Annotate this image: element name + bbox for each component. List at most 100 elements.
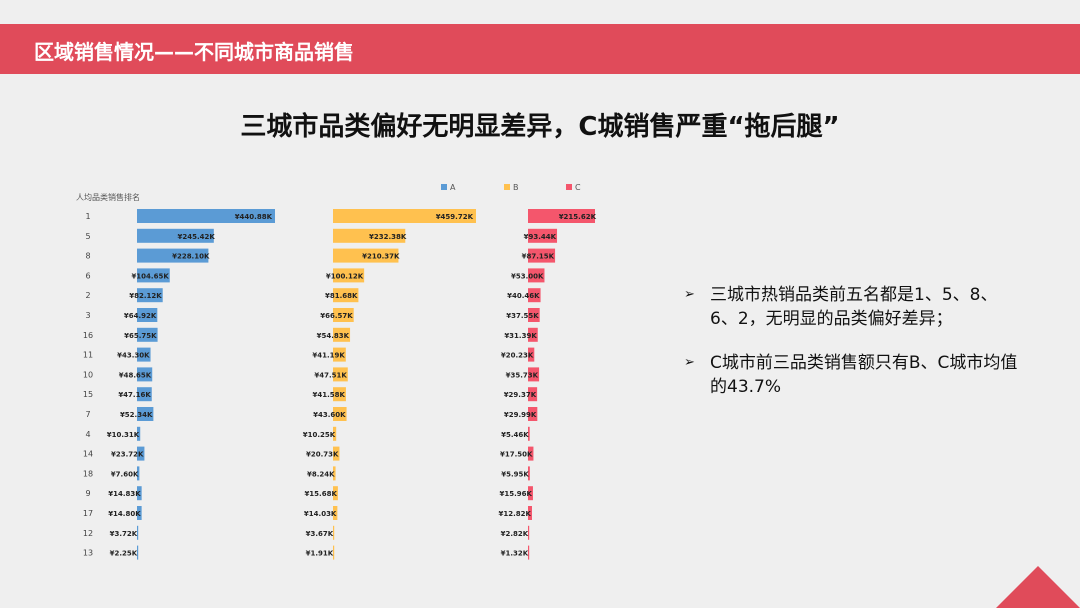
bar-B xyxy=(333,545,335,560)
data-label-B: ¥41.19K xyxy=(312,352,345,360)
header-title: 区域销售情况——不同城市商品销售 xyxy=(34,40,354,64)
data-label-B: ¥210.37K xyxy=(362,253,400,261)
bar-A xyxy=(137,268,170,283)
bar-C xyxy=(528,426,530,441)
data-label-A: ¥48.65K xyxy=(119,371,152,379)
bar-A xyxy=(137,426,141,441)
data-label-C: ¥37.55K xyxy=(506,312,539,320)
bar-C xyxy=(528,288,541,303)
data-label-C: ¥5.95K xyxy=(501,470,529,478)
data-label-A: ¥104.65K xyxy=(131,272,169,280)
bar-A xyxy=(137,446,145,461)
bar-B xyxy=(333,525,335,540)
data-label-A: ¥3.72K xyxy=(110,530,138,538)
category-tick-label: 16 xyxy=(83,331,93,340)
data-label-A: ¥10.31K xyxy=(107,431,140,439)
data-label-B: ¥1.91K xyxy=(306,550,334,558)
data-label-C: ¥35.73K xyxy=(506,371,539,379)
data-label-B: ¥14.03K xyxy=(304,510,337,518)
data-label-A: ¥228.10K xyxy=(172,253,210,261)
category-tick-label: 5 xyxy=(85,232,90,241)
bar-B xyxy=(333,367,348,382)
legend-swatch-A xyxy=(441,184,447,190)
bar-B xyxy=(333,268,365,283)
data-label-A: ¥23.72K xyxy=(111,451,144,459)
data-label-B: ¥41.58K xyxy=(312,391,345,399)
category-tick-label: 18 xyxy=(83,469,93,478)
bar-A xyxy=(137,228,214,243)
legend-swatch-B xyxy=(504,184,510,190)
data-label-C: ¥5.46K xyxy=(501,431,529,439)
data-label-B: ¥15.68K xyxy=(304,490,337,498)
data-label-B: ¥54.83K xyxy=(317,332,350,340)
bullet-item-1: ➢ 三城市热销品类前五名都是1、5、8、6、2，无明显的品类偏好差异； xyxy=(684,283,1024,331)
data-label-A: ¥43.30K xyxy=(117,352,150,360)
data-label-A: ¥14.80K xyxy=(108,510,141,518)
data-label-A: ¥52.34K xyxy=(120,411,153,419)
arrow-icon: ➢ xyxy=(684,355,695,370)
category-tick-label: 4 xyxy=(85,430,90,439)
legend-label-B: B xyxy=(513,183,519,192)
data-label-C: ¥93.44K xyxy=(524,233,557,241)
arrow-icon: ➢ xyxy=(684,287,695,302)
bar-A xyxy=(137,367,153,382)
bar-B xyxy=(333,446,340,461)
bar-C xyxy=(528,407,538,421)
bar-C xyxy=(528,367,540,382)
bar-C xyxy=(528,387,538,402)
category-tick-label: 2 xyxy=(85,291,90,300)
bar-A xyxy=(137,407,154,421)
bar-B xyxy=(333,466,336,481)
data-label-A: ¥47.16K xyxy=(118,391,151,399)
bar-A xyxy=(137,248,209,263)
data-label-A: ¥65.75K xyxy=(124,332,157,340)
data-label-A: ¥64.92K xyxy=(124,312,157,320)
data-label-B: ¥8.24K xyxy=(307,470,335,478)
bar-C xyxy=(528,545,530,560)
data-label-C: ¥20.23K xyxy=(501,352,534,360)
data-label-C: ¥17.50K xyxy=(500,451,533,459)
data-label-B: ¥20.73K xyxy=(306,451,339,459)
bar-B xyxy=(333,486,338,501)
bar-C xyxy=(528,446,534,461)
bar-A xyxy=(137,288,163,303)
bar-A xyxy=(137,466,140,481)
data-label-C: ¥53.00K xyxy=(511,272,544,280)
data-label-C: ¥40.46K xyxy=(507,292,540,300)
header-bar: 区域销售情况——不同城市商品销售 xyxy=(0,24,1080,74)
bullet-list: ➢ 三城市热销品类前五名都是1、5、8、6、2，无明显的品类偏好差异； ➢ C城… xyxy=(684,283,1024,419)
bar-C xyxy=(528,506,532,520)
bar-B xyxy=(333,506,338,520)
bar-A xyxy=(137,525,139,540)
bar-A xyxy=(137,387,152,402)
corner-decoration xyxy=(996,566,1080,608)
bar-C xyxy=(528,525,530,540)
bar-B xyxy=(333,228,406,243)
category-tick-label: 9 xyxy=(85,489,90,498)
data-label-B: ¥100.12K xyxy=(326,272,364,280)
bar-C xyxy=(528,209,595,223)
data-label-B: ¥47.51K xyxy=(314,371,347,379)
bar-C xyxy=(528,466,530,481)
data-label-C: ¥12.82K xyxy=(499,510,532,518)
data-label-B: ¥3.67K xyxy=(306,530,334,538)
data-label-B: ¥81.68K xyxy=(325,292,358,300)
bullet-text-2: C城市前三品类销售额只有B、C城市均值的43.7% xyxy=(710,353,1018,397)
data-label-B: ¥459.72K xyxy=(436,213,474,221)
page-title: 三城市品类偏好无明显差异，C城销售严重“拖后腿” xyxy=(240,112,840,142)
category-tick-label: 15 xyxy=(83,390,93,399)
category-tick-label: 8 xyxy=(85,252,90,261)
category-tick-label: 1 xyxy=(85,212,90,221)
bar-B xyxy=(333,248,399,263)
category-tick-label: 14 xyxy=(83,450,93,459)
data-label-C: ¥15.96K xyxy=(500,490,533,498)
legend-label-A: A xyxy=(450,183,456,192)
category-tick-label: 7 xyxy=(85,410,90,419)
category-tick-label: 12 xyxy=(83,529,93,538)
bar-C xyxy=(528,228,558,243)
data-label-A: ¥245.42K xyxy=(178,233,216,241)
bar-A xyxy=(137,506,142,520)
bar-B xyxy=(333,308,354,322)
bar-A xyxy=(137,209,275,223)
